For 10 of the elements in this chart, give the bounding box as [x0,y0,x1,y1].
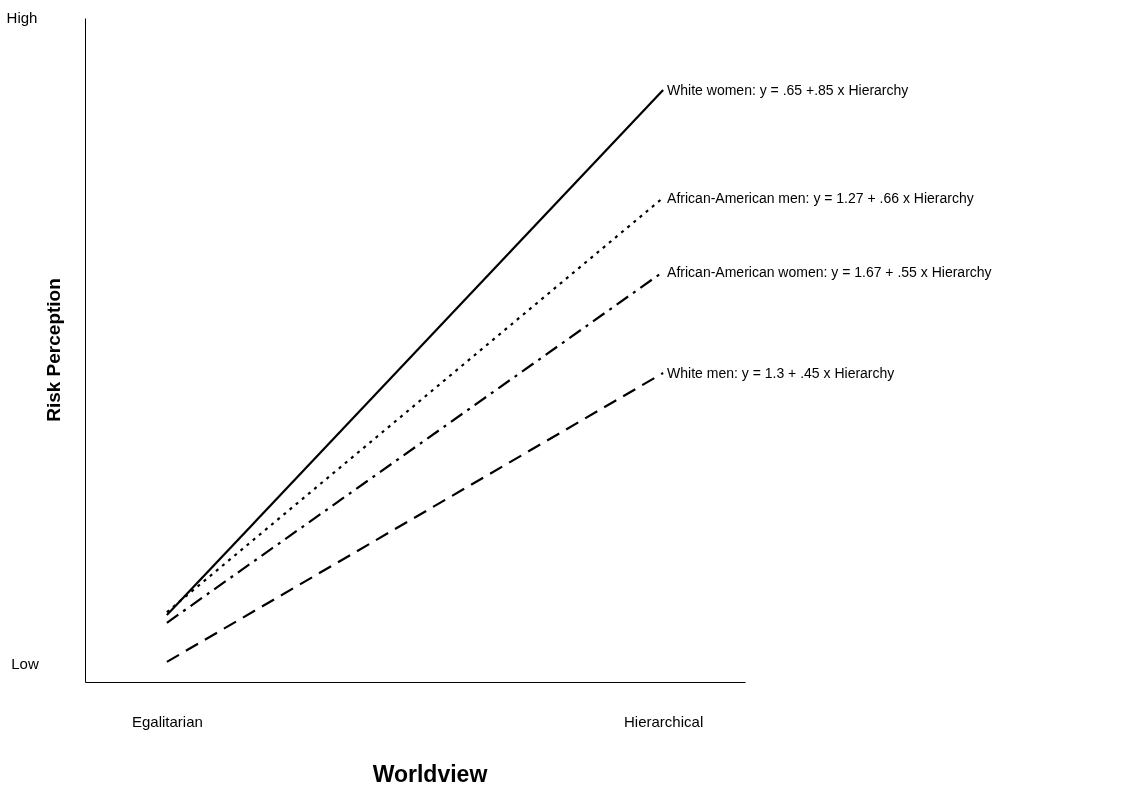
series-label: White men: y = 1.3 + .45 x Hierarchy [667,364,895,381]
x-axis-title: Worldview [372,761,488,787]
series-label: African-American men: y = 1.27 + .66 x Hierarchy [667,189,974,206]
y-axis-title: Risk Perception [43,278,64,422]
text: Low [11,655,39,673]
series-label: White women: y = .65 +.85 x Hierarchy [667,81,909,98]
x-tick-label: Egalitarian [131,712,203,730]
series-label: African-American women: y = 1.67 + .55 x Hierarchy [667,263,992,280]
x-tick-label: Hierarchical [624,712,704,730]
text: High [6,9,38,27]
